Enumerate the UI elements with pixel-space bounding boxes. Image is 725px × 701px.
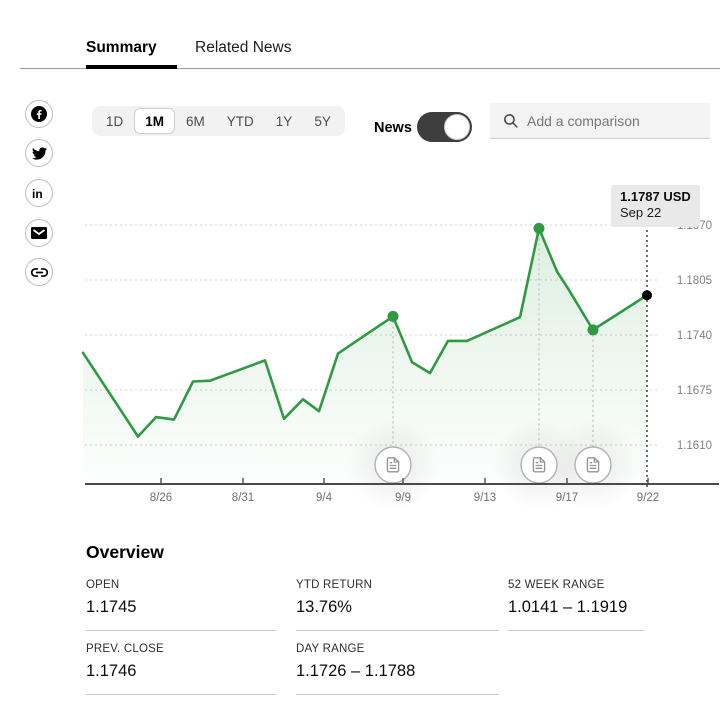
twitter-icon: [31, 146, 47, 160]
y-tick-label: 1.1805: [677, 275, 712, 287]
news-point: [587, 324, 599, 336]
tabbar-divider: [20, 68, 720, 69]
range-button-ytd[interactable]: YTD: [216, 106, 265, 136]
price-line: [81, 227, 649, 438]
x-tick-label: 9/9: [395, 492, 411, 504]
range-button-1y[interactable]: 1Y: [265, 106, 304, 136]
overview-cell-ytd-return: YTD RETURN 13.76%: [296, 579, 508, 631]
linkedin-icon: in: [31, 186, 47, 200]
x-tick-label: 9/13: [474, 492, 496, 504]
overview-cell-empty: [508, 643, 648, 695]
overview-title: Overview: [86, 542, 164, 562]
price-chart: 1.18701.18051.17401.16751.16108/268/319/…: [0, 180, 725, 511]
search-input[interactable]: [527, 112, 710, 129]
news-toggle-knob: [444, 114, 470, 140]
range-selector: 1D 1M 6M YTD 1Y 5Y: [92, 106, 345, 136]
share-facebook-button[interactable]: [25, 100, 53, 128]
y-tick-label: 1.1675: [677, 385, 712, 397]
overview-cell-52-week-range: 52 WEEK RANGE 1.0141 – 1.1919: [508, 579, 648, 631]
x-tick-label: 8/31: [232, 492, 254, 504]
news-toggle-label: News: [374, 120, 412, 136]
field-value: 1.1745: [86, 598, 137, 616]
field-label: OPEN: [86, 579, 120, 591]
range-button-1d[interactable]: 1D: [95, 106, 134, 136]
search-icon: [502, 112, 519, 129]
field-value: 1.0141 – 1.1919: [508, 598, 628, 616]
x-tick-label: 9/22: [637, 492, 659, 504]
overview-grid: OPEN 1.1745 YTD RETURN 13.76% 52 WEEK RA…: [86, 579, 648, 701]
share-twitter-button[interactable]: [25, 139, 53, 167]
x-tick-label: 9/17: [556, 492, 578, 504]
tooltip-date: Sep 22: [620, 205, 662, 221]
comparison-search: [490, 103, 710, 139]
link-icon: [30, 264, 48, 281]
price-area: [83, 228, 647, 484]
range-button-1m[interactable]: 1M: [134, 108, 176, 134]
range-button-5y[interactable]: 5Y: [303, 106, 342, 136]
news-document-icon: [586, 457, 600, 473]
price-tooltip: 1.1787 USD Sep 22: [611, 185, 700, 227]
news-point: [533, 222, 545, 234]
share-copy-link-button[interactable]: [25, 258, 53, 286]
x-tick-label: 9/4: [316, 492, 333, 504]
share-linkedin-button[interactable]: in: [25, 179, 53, 207]
range-button-6m[interactable]: 6M: [175, 106, 216, 136]
tooltip-price: 1.1787 USD: [620, 189, 691, 204]
field-value: 1.1726 – 1.1788: [296, 662, 416, 680]
y-tick-label: 1.1740: [677, 330, 712, 342]
tab-related-news[interactable]: Related News: [195, 39, 292, 56]
news-document-icon: [532, 457, 546, 473]
email-icon: [31, 227, 47, 239]
active-tab-underline: [86, 65, 177, 69]
current-point: [642, 290, 652, 301]
svg-text:in: in: [32, 187, 43, 200]
field-value: 1.1746: [86, 662, 137, 680]
field-value: 13.76%: [296, 598, 352, 616]
overview-cell-day-range: DAY RANGE 1.1726 – 1.1788: [296, 643, 508, 695]
x-tick-label: 8/26: [150, 492, 172, 504]
share-email-button[interactable]: [25, 219, 53, 247]
overview-cell-open: OPEN 1.1745: [86, 579, 296, 631]
price-chart-svg: 1.18701.18051.17401.16751.16108/268/319/…: [81, 220, 719, 511]
facebook-icon: [30, 105, 48, 123]
news-document-icon: [386, 457, 400, 473]
field-label: 52 WEEK RANGE: [508, 579, 605, 591]
news-toggle[interactable]: [417, 112, 472, 142]
y-tick-label: 1.1610: [677, 440, 712, 452]
field-label: YTD RETURN: [296, 579, 373, 591]
field-label: PREV. CLOSE: [86, 643, 164, 655]
field-label: DAY RANGE: [296, 643, 365, 655]
overview-cell-prev-close: PREV. CLOSE 1.1746: [86, 643, 296, 695]
tab-summary[interactable]: Summary: [86, 39, 157, 56]
news-point: [387, 310, 399, 322]
